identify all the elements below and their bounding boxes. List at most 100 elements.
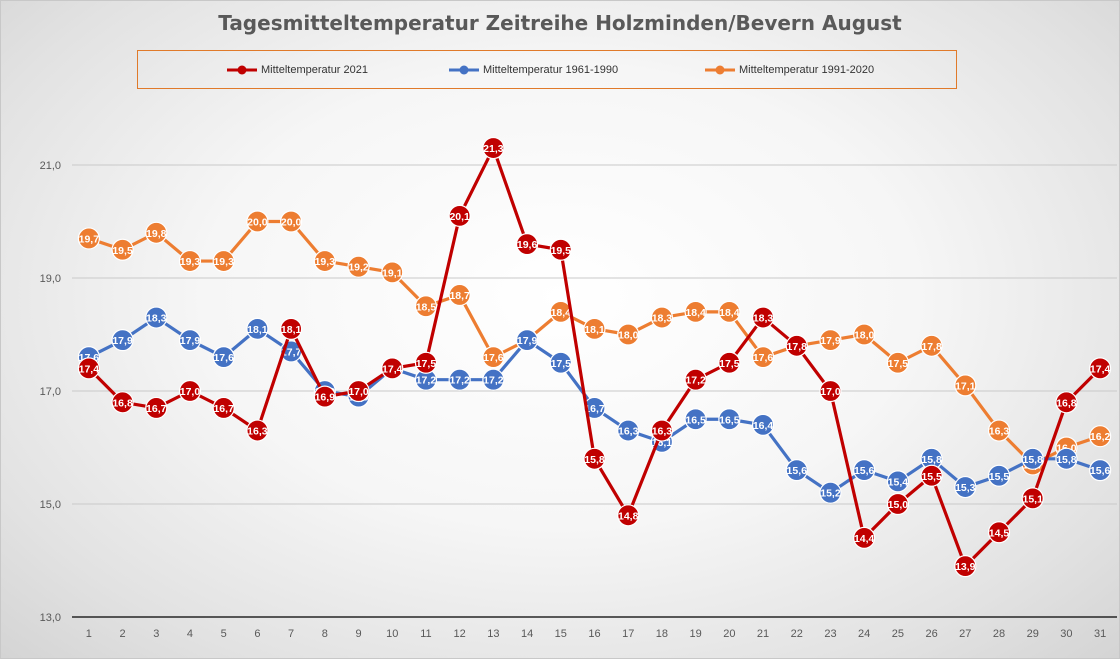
x-tick-label: 18	[656, 628, 668, 640]
data-label-mitteltemperatur-2021: 14,8	[618, 510, 639, 522]
data-label-mitteltemperatur-1991-2020: 20,0	[247, 217, 268, 229]
data-point-mitteltemperatur-1961-1990	[583, 396, 606, 420]
data-label-mitteltemperatur-1991-2020: 18,4	[551, 307, 572, 319]
data-label-mitteltemperatur-1961-1990: 17,2	[449, 375, 470, 387]
y-tick-label: 17,0	[40, 386, 61, 398]
data-label-mitteltemperatur-1961-1990: 16,4	[753, 420, 774, 432]
legend-marker-1991-2020	[705, 65, 735, 74]
data-point-mitteltemperatur-1961-1990	[718, 408, 741, 431]
data-label-mitteltemperatur-2021: 15,0	[888, 499, 909, 511]
data-point-mitteltemperatur-2021	[549, 238, 572, 261]
y-tick-label: 19,0	[40, 273, 61, 285]
data-point-mitteltemperatur-1991-2020	[178, 249, 202, 273]
data-point-mitteltemperatur-1991-2020	[414, 295, 438, 318]
x-tick-label: 17	[622, 628, 634, 640]
data-point-mitteltemperatur-2021	[448, 204, 471, 227]
data-label-mitteltemperatur-2021: 21,3	[483, 143, 504, 155]
data-point-mitteltemperatur-2021	[987, 521, 1011, 544]
chart-title: Tagesmitteltemperatur Zeitreihe Holzmind…	[218, 11, 902, 35]
data-point-mitteltemperatur-1961-1990	[145, 306, 168, 329]
data-point-mitteltemperatur-1991-2020	[482, 346, 505, 369]
data-point-mitteltemperatur-1991-2020	[381, 261, 404, 284]
data-point-mitteltemperatur-2021	[145, 396, 168, 420]
data-point-mitteltemperatur-2021	[313, 385, 336, 408]
x-tick-label: 10	[386, 628, 398, 640]
y-tick-label: 13,0	[40, 612, 61, 624]
data-label-mitteltemperatur-1991-2020: 17,1	[955, 380, 976, 392]
data-point-mitteltemperatur-2021	[482, 136, 505, 160]
data-label-mitteltemperatur-1961-1990: 17,2	[416, 375, 437, 387]
x-tick-label: 24	[858, 628, 870, 640]
data-point-mitteltemperatur-2021	[515, 233, 539, 256]
data-label-mitteltemperatur-1961-1990: 16,3	[618, 426, 639, 438]
data-label-mitteltemperatur-2021: 17,0	[820, 386, 841, 398]
data-label-mitteltemperatur-2021: 17,4	[1090, 363, 1111, 375]
data-label-mitteltemperatur-1991-2020: 18,4	[685, 307, 706, 319]
x-tick-label: 29	[1027, 628, 1039, 640]
data-label-mitteltemperatur-1991-2020: 18,0	[854, 330, 875, 342]
x-tick-label: 13	[487, 628, 499, 640]
legend-label: Mitteltemperatur 1961-1990	[483, 63, 619, 76]
data-label-mitteltemperatur-2021: 17,0	[180, 386, 201, 398]
data-label-mitteltemperatur-1991-2020: 19,3	[213, 256, 234, 268]
data-point-mitteltemperatur-1991-2020	[684, 300, 707, 323]
x-tick-label: 30	[1060, 628, 1072, 640]
x-tick-label: 26	[925, 628, 937, 640]
legend: Mitteltemperatur 2021 Mitteltemperatur 1…	[137, 50, 957, 89]
data-point-mitteltemperatur-1961-1990	[684, 408, 707, 431]
legend-marker-1961-1990	[449, 65, 479, 74]
x-tick-label: 22	[791, 628, 803, 640]
data-point-mitteltemperatur-1961-1990	[448, 368, 471, 391]
data-label-mitteltemperatur-1961-1990: 18,3	[146, 313, 167, 325]
data-label-mitteltemperatur-2021: 16,3	[652, 426, 673, 438]
data-label-mitteltemperatur-2021: 17,4	[382, 363, 403, 375]
data-label-mitteltemperatur-1961-1990: 16,7	[584, 403, 605, 415]
data-label-mitteltemperatur-2021: 18,3	[753, 313, 774, 325]
data-point-mitteltemperatur-1991-2020	[920, 334, 943, 357]
data-point-mitteltemperatur-2021	[280, 317, 303, 340]
x-tick-label: 6	[254, 628, 260, 640]
legend-item-2021: Mitteltemperatur 2021	[226, 51, 368, 88]
data-label-mitteltemperatur-1991-2020: 19,3	[180, 256, 201, 268]
data-label-mitteltemperatur-2021: 16,7	[213, 403, 234, 415]
data-label-mitteltemperatur-1961-1990: 16,5	[719, 414, 740, 426]
data-point-mitteltemperatur-1991-2020	[886, 351, 909, 374]
data-point-mitteltemperatur-1991-2020	[448, 283, 471, 307]
data-label-mitteltemperatur-2021: 17,5	[719, 358, 740, 370]
data-label-mitteltemperatur-1961-1990: 15,6	[787, 465, 808, 477]
data-label-mitteltemperatur-2021: 17,8	[787, 341, 808, 353]
data-point-mitteltemperatur-1961-1990	[549, 351, 572, 374]
data-label-mitteltemperatur-1991-2020: 19,2	[348, 262, 369, 274]
data-point-mitteltemperatur-2021	[178, 379, 202, 403]
data-label-mitteltemperatur-1991-2020: 18,7	[449, 290, 470, 302]
data-point-mitteltemperatur-1991-2020	[246, 210, 269, 233]
data-label-mitteltemperatur-2021: 16,8	[1056, 397, 1077, 409]
data-label-mitteltemperatur-2021: 16,8	[112, 397, 133, 409]
data-point-mitteltemperatur-1991-2020	[718, 300, 741, 323]
data-label-mitteltemperatur-1991-2020: 18,0	[618, 330, 639, 342]
data-point-mitteltemperatur-1991-2020	[313, 249, 336, 273]
data-label-mitteltemperatur-1961-1990: 18,1	[247, 324, 268, 336]
data-point-mitteltemperatur-2021	[751, 306, 775, 329]
data-point-mitteltemperatur-1961-1990	[819, 481, 842, 504]
data-point-mitteltemperatur-1991-2020	[1089, 425, 1112, 448]
data-point-mitteltemperatur-1961-1990	[617, 419, 640, 442]
data-point-mitteltemperatur-2021	[954, 555, 977, 578]
data-point-mitteltemperatur-2021	[785, 334, 808, 357]
data-label-mitteltemperatur-2021: 14,5	[989, 527, 1010, 539]
data-label-mitteltemperatur-1991-2020: 17,5	[888, 358, 909, 370]
data-label-mitteltemperatur-2021: 14,4	[854, 533, 875, 545]
data-label-mitteltemperatur-1961-1990: 15,2	[820, 488, 841, 500]
x-tick-label: 9	[355, 628, 361, 640]
data-point-mitteltemperatur-1991-2020	[280, 210, 303, 233]
data-point-mitteltemperatur-1961-1990	[853, 459, 876, 482]
data-label-mitteltemperatur-1991-2020: 18,5	[416, 301, 437, 313]
data-label-mitteltemperatur-1961-1990: 15,4	[888, 476, 909, 488]
x-tick-label: 7	[288, 628, 294, 640]
legend-marker-2021	[227, 65, 257, 74]
data-point-mitteltemperatur-2021	[347, 379, 370, 403]
x-tick-label: 20	[723, 628, 735, 640]
data-label-mitteltemperatur-1961-1990: 17,9	[517, 335, 538, 347]
